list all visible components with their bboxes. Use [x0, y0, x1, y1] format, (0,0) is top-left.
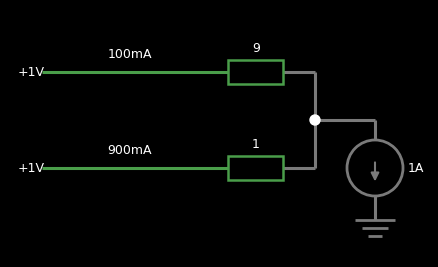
Bar: [228, 60, 283, 84]
Text: 9: 9: [252, 41, 260, 54]
Text: 900mA: 900mA: [108, 144, 152, 158]
Text: 100mA: 100mA: [108, 49, 152, 61]
Circle shape: [310, 115, 320, 125]
Bar: [228, 156, 283, 180]
Text: 1: 1: [252, 138, 260, 151]
Text: +1V: +1V: [18, 65, 45, 78]
Text: +1V: +1V: [18, 162, 45, 175]
Text: 1A: 1A: [408, 162, 424, 175]
